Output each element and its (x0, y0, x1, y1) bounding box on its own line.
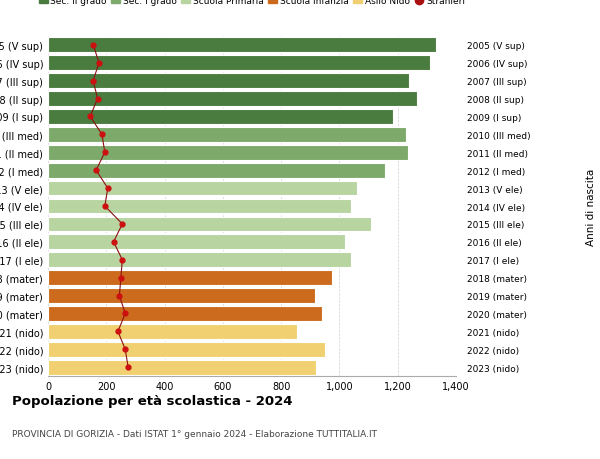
Bar (48, 235, 345, 250)
Bar (48, 289, 314, 303)
Bar (48, 271, 332, 285)
Bar (48, 253, 351, 268)
Text: PROVINCIA DI GORIZIA - Dati ISTAT 1° gennaio 2024 - Elaborazione TUTTITALIA.IT: PROVINCIA DI GORIZIA - Dati ISTAT 1° gen… (12, 429, 377, 438)
Bar (48, 342, 325, 357)
Bar (48, 74, 409, 89)
Bar (48, 128, 406, 142)
Bar (48, 181, 357, 196)
Bar (48, 360, 316, 375)
Bar (48, 163, 385, 178)
Bar (48, 307, 322, 321)
Bar (48, 146, 408, 160)
Bar (48, 217, 371, 232)
Text: Anni di nascita: Anni di nascita (586, 168, 596, 245)
Bar (48, 56, 430, 71)
Bar (48, 110, 394, 124)
Bar (48, 39, 436, 53)
Bar (48, 325, 297, 339)
Legend: Sec. II grado, Sec. I grado, Scuola Primaria, Scuola Infanzia, Asilo Nido, Stran: Sec. II grado, Sec. I grado, Scuola Prim… (38, 0, 466, 6)
Text: Popolazione per età scolastica - 2024: Popolazione per età scolastica - 2024 (12, 394, 293, 407)
Bar (48, 199, 351, 214)
Bar (48, 92, 416, 106)
